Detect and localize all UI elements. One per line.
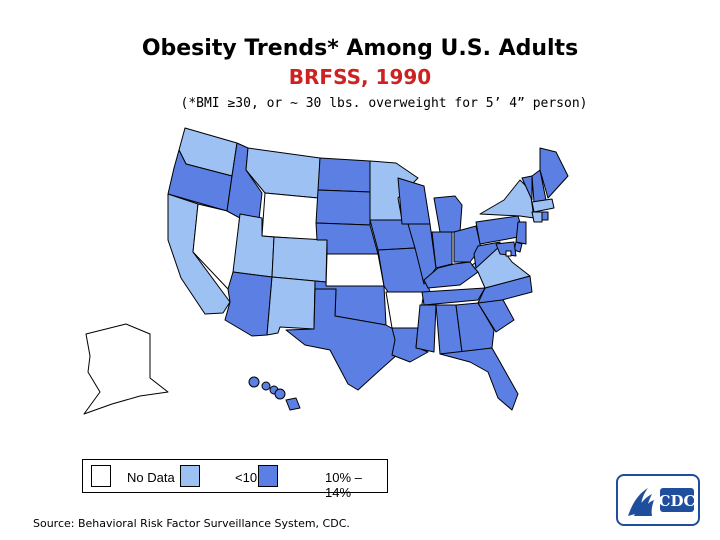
state-wv: [473, 241, 501, 269]
state-vt: [521, 175, 533, 201]
state-in: [431, 231, 453, 269]
cdc-logo: CDC: [616, 474, 700, 526]
source-note: Source: Behavioral Risk Factor Surveilla…: [33, 517, 350, 530]
state-ct: [531, 211, 543, 223]
state-mi: [433, 195, 463, 233]
state-ri: [541, 211, 549, 221]
state-dc: [505, 250, 512, 257]
state-tx: [285, 288, 399, 391]
page-title: Obesity Trends* Among U.S. Adults: [141, 36, 579, 61]
cdc-logo-text: CDC: [659, 492, 696, 510]
bmi-note: (*BMI ≥30, or ~ 30 lbs. overweight for 5…: [180, 96, 588, 111]
state-az: [224, 271, 273, 337]
state-ga: [455, 302, 495, 353]
state-hi: [285, 397, 301, 411]
state-ma: [531, 198, 555, 213]
state-ak: [83, 323, 169, 415]
hawaii-island-2: [261, 381, 271, 391]
legend-label-no-data: No Data: [127, 470, 175, 485]
legend-swatch-lt10: [180, 465, 200, 487]
legend: No Data <10 10% –14%: [82, 459, 388, 500]
legend-label-lt10: <10: [235, 470, 258, 485]
state-ks: [325, 253, 385, 287]
hhs-eagle-icon: CDC: [628, 488, 696, 516]
hawaii-island-1: [248, 376, 260, 388]
state-co: [271, 236, 328, 283]
state-fl: [439, 347, 519, 411]
state-sd: [315, 189, 371, 226]
page-subtitle: BRFSS, 1990: [288, 65, 432, 89]
state-wi: [397, 177, 431, 225]
legend-swatch-10-14: [258, 465, 278, 487]
hawaii-island-4: [274, 388, 286, 400]
legend-label-10-14: 10% –14%: [325, 470, 362, 500]
state-nj: [515, 221, 527, 245]
legend-swatch-no-data: [91, 465, 111, 487]
state-nm: [266, 276, 316, 336]
state-wy: [261, 192, 319, 241]
state-nd: [317, 157, 371, 193]
state-tn: [421, 287, 486, 306]
state-me: [539, 147, 569, 199]
state-ms: [415, 304, 437, 353]
